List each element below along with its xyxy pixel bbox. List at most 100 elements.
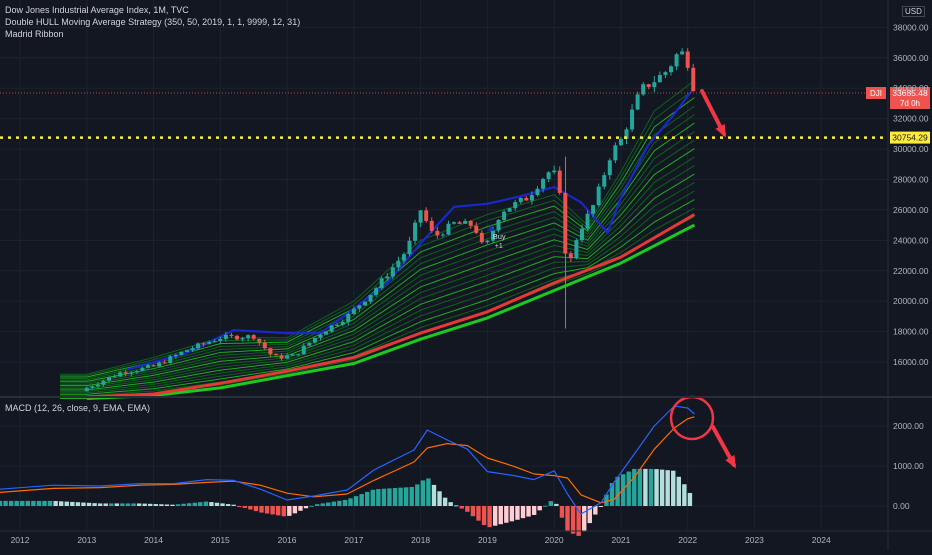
histogram-bar [181,503,186,506]
histogram-bar [676,476,681,506]
candle-body [646,84,651,88]
time-tick-label: 2022 [678,535,697,545]
macd-legend: MACD (12, 26, close, 9, EMA, EMA) [5,403,151,413]
candle-body [429,220,434,231]
histogram-bar [353,496,359,506]
candle-body [635,94,640,110]
macd-line [0,405,695,515]
candle-body [607,160,612,176]
time-tick-label: 2017 [344,535,363,545]
candle-body [507,208,512,212]
histogram-bar [186,503,192,506]
histogram-bar [426,478,431,506]
time-tick-label: 2018 [411,535,430,545]
candle-body [201,343,206,345]
histogram-bar [454,505,459,507]
candle-body [118,372,123,377]
candle-body [613,145,618,161]
candle-body [296,354,301,356]
candle-body [212,341,217,343]
histogram-bar [292,506,298,514]
candle-body [218,338,223,342]
candle-body [374,288,379,295]
candle-body [173,354,178,357]
candle-body [401,254,406,261]
candle-body [123,372,128,374]
histogram-bar [248,506,253,510]
histogram-bar [170,504,175,506]
macd-tick-label: 1000.00 [893,461,924,471]
histogram-bar [370,489,375,506]
candle-body [596,186,601,206]
candle-body [463,220,468,224]
candle-body [669,66,674,73]
candle-body [107,377,112,381]
histogram-bar [8,500,14,506]
candle-body [290,354,295,356]
ribbon-line [60,173,695,391]
histogram-bar [109,503,114,506]
buy-signal-quantity: +1 [495,243,503,250]
histogram-bar [225,504,231,506]
histogram-bar [192,502,197,506]
price-tick-label: 16000.00 [893,357,929,367]
histogram-bar [136,503,142,506]
candle-body [513,202,518,209]
histogram-bar [365,491,370,506]
histogram-bar [348,498,353,506]
histogram-bar [498,506,503,525]
candle-body [390,267,395,277]
histogram-bar [504,506,509,523]
buy-signal-marker [487,224,494,231]
candle-body [440,234,445,236]
histogram-bar [687,492,693,506]
histogram-bar [142,503,147,506]
histogram-bar [459,506,465,509]
symbol-tag [866,87,886,100]
candle-body [479,232,484,243]
price-tick-label: 24000.00 [893,235,929,245]
candle-body [312,337,317,343]
histogram-bar [64,501,69,506]
histogram-bar [131,503,136,506]
candle-body [90,386,95,388]
ribbon-line [60,190,695,394]
strategy-legend: Double HULL Moving Average Strategy (350… [5,17,301,27]
candle-body [129,372,134,374]
candle-body [146,365,150,368]
candle-body [674,54,679,67]
histogram-bar [626,471,631,506]
histogram-bar [81,502,86,506]
candle-body [301,345,306,355]
time-tick-label: 2019 [478,535,497,545]
candle-body [357,305,362,309]
candle-body [502,211,507,220]
price-tick-label: 32000.00 [893,114,929,124]
histogram-bar [242,506,248,508]
histogram-bar [259,506,264,513]
currency-label[interactable]: USD [902,6,925,17]
ribbon-line [60,156,695,388]
time-tick-label: 2023 [745,535,764,545]
down-arrow-price-head [715,124,726,138]
candle-body [518,197,523,203]
histogram-bar [643,468,648,506]
candle-body [223,334,228,339]
candle-body [335,324,340,326]
candle-body [157,362,162,367]
histogram-bar [309,505,314,507]
histogram-bar [303,506,309,509]
histogram-bar [153,504,158,506]
histogram-bar [409,486,414,506]
candles [84,48,696,392]
candle-body [552,170,557,173]
hull-ma [126,87,696,371]
histogram-bar [654,469,659,506]
ribbon-line [60,199,695,395]
histogram-bar [431,484,437,506]
candle-body [179,351,184,355]
histogram-bar [114,503,120,506]
candle-body [585,213,590,229]
